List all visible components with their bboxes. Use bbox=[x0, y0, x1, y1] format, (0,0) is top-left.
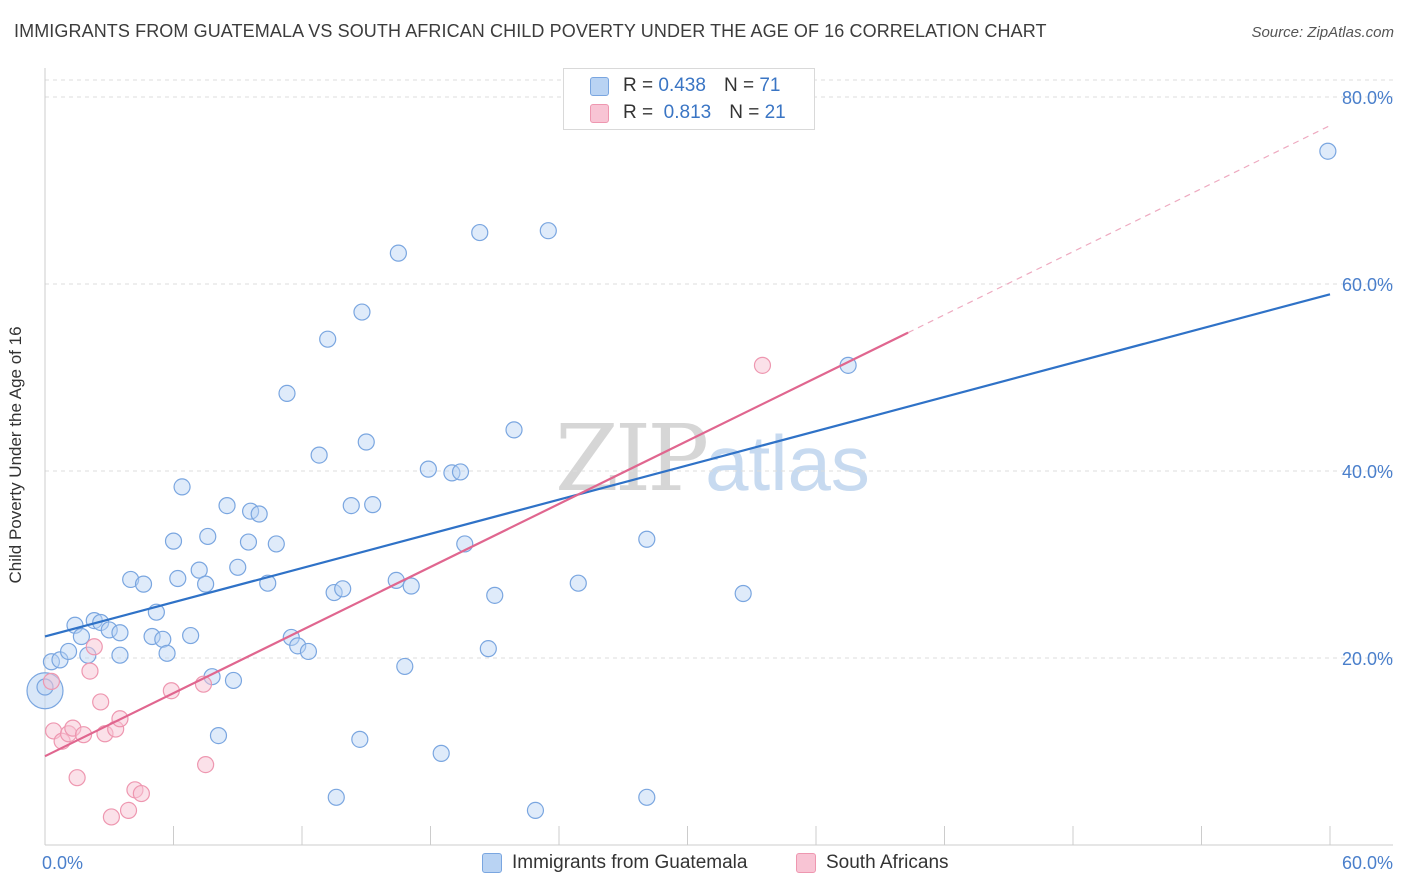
point-south-africans bbox=[42, 672, 61, 690]
point-guatemala bbox=[389, 244, 407, 262]
legend-r-value: 0.438 bbox=[658, 75, 706, 96]
legend-row-guatemala: R = 0.438 N = 71 bbox=[590, 75, 780, 97]
point-south-africans bbox=[119, 801, 138, 820]
point-guatemala bbox=[357, 433, 375, 451]
point-guatemala bbox=[432, 744, 450, 762]
point-guatemala bbox=[199, 527, 217, 546]
trend-line-south-africans bbox=[44, 331, 909, 758]
legend-swatch-south-africans bbox=[796, 853, 816, 873]
point-guatemala bbox=[100, 621, 118, 639]
point-guatemala bbox=[327, 788, 345, 806]
point-south-africans bbox=[753, 356, 772, 374]
y-axis-label: Child Poverty Under the Age of 16 bbox=[6, 326, 25, 584]
point-guatemala bbox=[486, 586, 504, 604]
legend-r-label: R = bbox=[623, 102, 654, 123]
point-guatemala bbox=[526, 801, 545, 820]
point-guatemala bbox=[173, 478, 191, 496]
point-guatemala bbox=[353, 303, 371, 321]
point-guatemala bbox=[364, 496, 382, 514]
x-tick-label: 60.0% bbox=[1342, 853, 1393, 873]
legend-swatch-guatemala bbox=[590, 76, 609, 96]
point-guatemala bbox=[319, 330, 337, 348]
point-guatemala bbox=[239, 533, 258, 551]
legend-n-value: 71 bbox=[759, 75, 781, 96]
point-guatemala bbox=[218, 496, 236, 515]
point-guatemala bbox=[250, 505, 268, 523]
point-guatemala bbox=[59, 642, 78, 661]
point-guatemala bbox=[164, 532, 183, 550]
legend-item-guatemala[interactable]: Immigrants from Guatemala bbox=[482, 852, 747, 874]
correlation-legend: R = 0.438 N = 71 R = 0.813 N = 21 bbox=[563, 68, 815, 130]
series-legend: Immigrants from Guatemala South Africans bbox=[0, 852, 1406, 878]
point-south-africans bbox=[102, 808, 120, 826]
y-tick-label: 20.0% bbox=[1342, 649, 1393, 669]
point-guatemala bbox=[154, 630, 172, 648]
legend-r-label: R = bbox=[623, 75, 654, 96]
point-guatemala bbox=[505, 421, 523, 439]
point-guatemala bbox=[569, 574, 587, 592]
point-guatemala bbox=[734, 584, 752, 603]
point-guatemala bbox=[638, 530, 656, 548]
legend-n-label: N = bbox=[729, 102, 760, 123]
point-guatemala bbox=[209, 727, 228, 745]
point-guatemala bbox=[72, 627, 91, 646]
point-guatemala bbox=[190, 561, 208, 579]
y-tick-label: 80.0% bbox=[1342, 88, 1393, 108]
point-guatemala bbox=[111, 646, 129, 664]
point-guatemala bbox=[229, 558, 247, 576]
legend-r-value: 0.813 bbox=[663, 102, 712, 123]
x-tick-label: 0.0% bbox=[42, 853, 83, 873]
point-guatemala bbox=[325, 583, 343, 602]
point-south-africans bbox=[197, 755, 215, 774]
point-south-africans bbox=[92, 693, 110, 711]
point-guatemala bbox=[182, 626, 200, 645]
point-guatemala bbox=[402, 577, 420, 595]
trend-line-south-africans-extension bbox=[907, 125, 1331, 334]
point-guatemala bbox=[396, 657, 414, 676]
point-guatemala bbox=[443, 464, 461, 482]
point-guatemala bbox=[122, 570, 140, 589]
point-guatemala bbox=[299, 642, 318, 661]
trend-line-guatemala bbox=[44, 293, 1331, 638]
legend-swatch-guatemala bbox=[482, 853, 502, 873]
y-tick-label: 60.0% bbox=[1342, 275, 1393, 295]
point-south-africans bbox=[68, 769, 86, 787]
point-south-africans bbox=[85, 638, 103, 656]
point-guatemala bbox=[158, 644, 176, 662]
point-guatemala bbox=[310, 446, 328, 464]
point-guatemala bbox=[334, 580, 352, 598]
point-guatemala bbox=[451, 463, 470, 481]
point-guatemala bbox=[169, 569, 187, 588]
point-guatemala bbox=[289, 637, 307, 655]
legend-label-guatemala: Immigrants from Guatemala bbox=[512, 852, 748, 873]
point-guatemala bbox=[638, 788, 656, 806]
point-guatemala bbox=[143, 627, 161, 646]
point-guatemala bbox=[419, 460, 437, 478]
point-guatemala bbox=[197, 575, 215, 593]
point-guatemala bbox=[351, 730, 369, 748]
point-guatemala bbox=[1319, 142, 1337, 160]
point-guatemala bbox=[539, 222, 557, 240]
point-guatemala bbox=[479, 640, 497, 658]
point-south-africans bbox=[81, 662, 99, 680]
y-tick-label: 40.0% bbox=[1342, 462, 1393, 482]
point-guatemala bbox=[111, 624, 129, 642]
source-label: Source: ZipAtlas.com bbox=[1251, 24, 1394, 41]
point-south-africans bbox=[132, 784, 150, 803]
legend-n-label: N = bbox=[723, 75, 755, 96]
chart-title: IMMIGRANTS FROM GUATEMALA VS SOUTH AFRIC… bbox=[14, 21, 1047, 41]
point-guatemala bbox=[342, 496, 360, 515]
legend-swatch-south-africans bbox=[590, 103, 609, 123]
point-guatemala bbox=[267, 535, 285, 553]
point-guatemala bbox=[134, 575, 153, 593]
legend-label-south-africans: South Africans bbox=[826, 852, 949, 873]
point-guatemala bbox=[224, 671, 243, 690]
legend-item-south-africans[interactable]: South Africans bbox=[796, 852, 949, 874]
legend-row-south-africans: R = 0.813 N = 21 bbox=[590, 102, 786, 124]
point-guatemala bbox=[278, 384, 296, 402]
point-guatemala bbox=[471, 223, 489, 242]
legend-n-value: 21 bbox=[764, 102, 786, 123]
